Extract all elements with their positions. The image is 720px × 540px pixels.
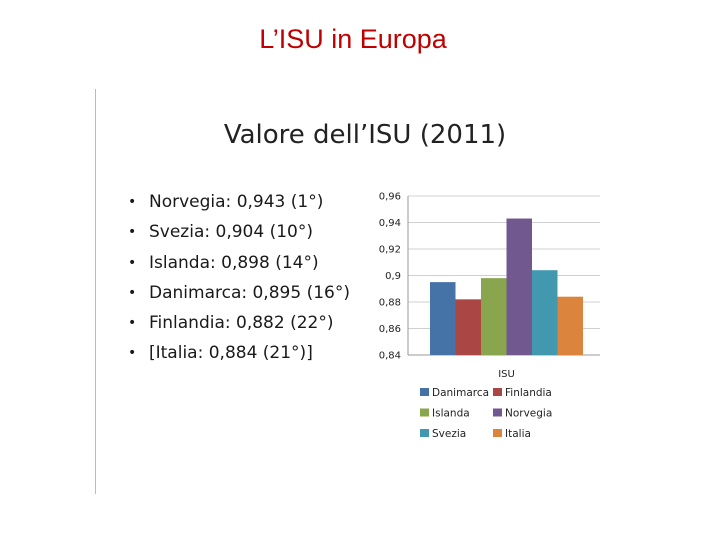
y-tick-label: 0,88 [379, 298, 401, 309]
y-tick-label: 0,94 [379, 218, 401, 229]
legend-swatch [493, 429, 502, 437]
y-tick-label: 0,9 [385, 271, 401, 282]
y-tick-label: 0,92 [379, 245, 401, 256]
bar-italia [557, 296, 583, 355]
bullet-dot: • [128, 194, 137, 210]
bullet-dot: • [128, 345, 137, 362]
bar-islanda [481, 278, 507, 355]
y-tick-label: 0,84 [379, 351, 401, 362]
bullet-dot: • [128, 315, 137, 332]
bullet-item: • Finlandia: 0,882 (22°) [128, 308, 350, 338]
legend-swatch [420, 388, 429, 396]
bar-finlandia [455, 299, 481, 355]
vertical-divider [95, 89, 96, 494]
bullet-text: Svezia: 0,904 (10°) [149, 222, 313, 243]
bullet-dot: • [128, 224, 137, 241]
legend-label: Danimarca [432, 387, 489, 399]
bullet-item: • [Italia: 0,884 (21°)] [128, 338, 350, 368]
chart-subtitle: Valore dell’ISU (2011) [223, 120, 507, 150]
legend-label: Svezia [432, 428, 466, 440]
legend-label: Norvegia [505, 408, 552, 420]
bullet-item: • Danimarca: 0,895 (16°) [128, 278, 350, 308]
bar-danimarca [430, 282, 456, 355]
bullet-dot: • [128, 254, 137, 271]
legend-swatch [420, 429, 429, 437]
legend-swatch [493, 388, 502, 396]
legend-label: Islanda [432, 408, 470, 420]
isu-bar-chart: 0,84 0,86 0,88 0,9 0,92 0,94 0,96 ISU Danimarca F… [379, 192, 600, 440]
bullet-item: • Islanda: 0,898 (14°) [128, 248, 350, 278]
x-axis-label: ISU [498, 369, 515, 380]
legend-label: Finlandia [505, 387, 552, 399]
slide-title: L’ISU in Europa [259, 24, 447, 54]
bullet-text: [Italia: 0,884 (21°)] [149, 343, 313, 364]
bullet-text: Finlandia: 0,882 (22°) [149, 313, 334, 334]
bar-norvegia [506, 218, 532, 355]
bullet-list: • Norvegia: 0,943 (1°) • Svezia: 0,904 (10… [128, 187, 350, 369]
legend-swatch [493, 408, 502, 417]
bullet-text: Danimarca: 0,895 (16°) [149, 282, 350, 303]
bullet-text: Islanda: 0,898 (14°) [149, 252, 319, 273]
bullet-item: • Norvegia: 0,943 (1°) [128, 187, 350, 217]
legend-swatch [420, 408, 429, 417]
bar-svezia [532, 270, 558, 355]
bullet-item: • Svezia: 0,904 (10°) [128, 217, 350, 247]
y-tick-label: 0,96 [379, 192, 401, 203]
bullet-text: Norvegia: 0,943 (1°) [149, 192, 324, 212]
legend-label: Italia [505, 428, 531, 440]
bullet-dot: • [128, 284, 137, 301]
y-tick-label: 0,86 [379, 324, 401, 335]
